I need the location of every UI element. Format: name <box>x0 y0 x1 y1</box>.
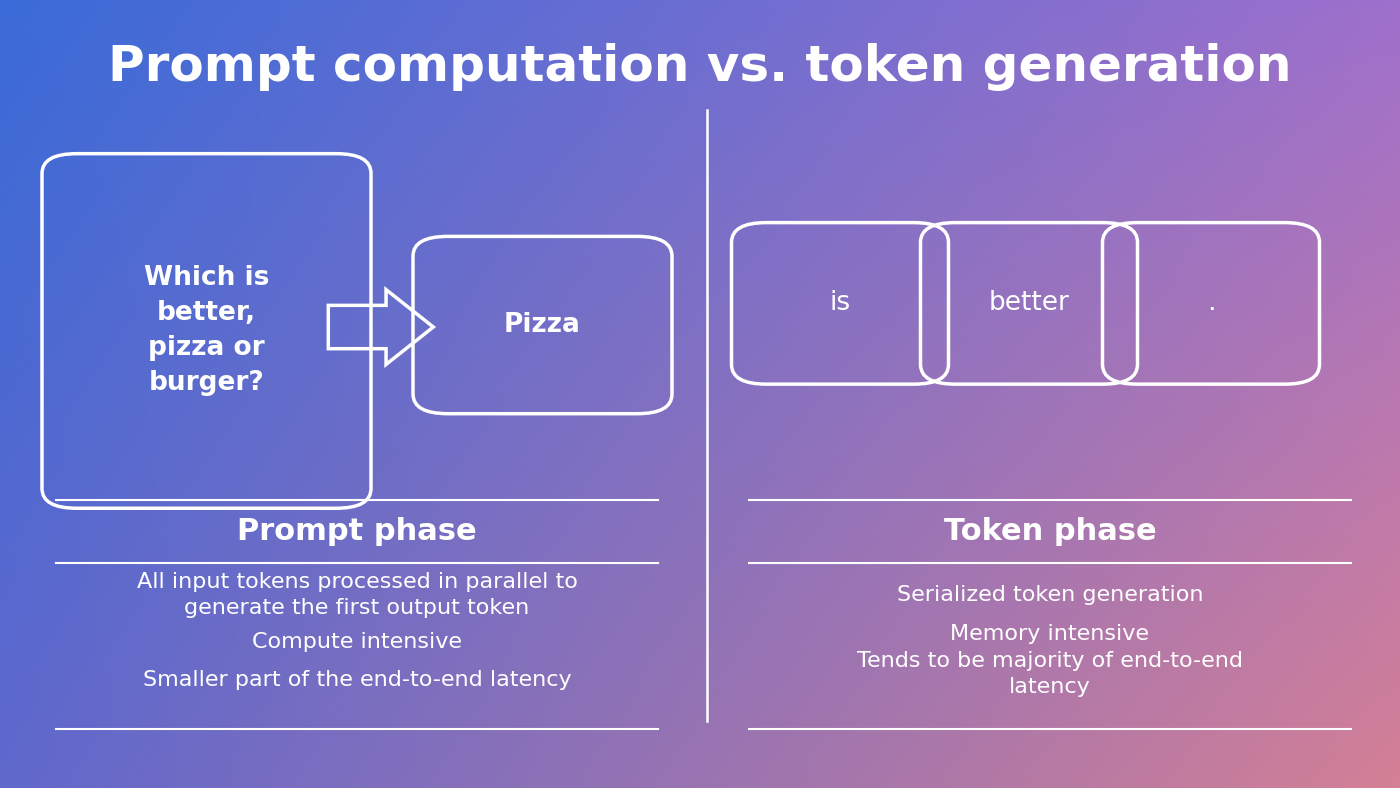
Text: Compute intensive: Compute intensive <box>252 632 462 652</box>
Text: Memory intensive: Memory intensive <box>951 624 1149 645</box>
Text: Tends to be majority of end-to-end
latency: Tends to be majority of end-to-end laten… <box>857 651 1243 697</box>
Text: All input tokens processed in parallel to
generate the first output token: All input tokens processed in parallel t… <box>137 572 577 618</box>
Text: Smaller part of the end-to-end latency: Smaller part of the end-to-end latency <box>143 670 571 690</box>
Text: .: . <box>1207 291 1215 316</box>
Text: Pizza: Pizza <box>504 312 581 338</box>
Text: Prompt computation vs. token generation: Prompt computation vs. token generation <box>108 43 1292 91</box>
Text: better: better <box>988 291 1070 316</box>
Text: Token phase: Token phase <box>944 518 1156 546</box>
Text: Prompt phase: Prompt phase <box>237 518 477 546</box>
Text: Which is
better,
pizza or
burger?: Which is better, pizza or burger? <box>144 266 269 396</box>
Text: Serialized token generation: Serialized token generation <box>897 585 1203 605</box>
Text: is: is <box>829 291 851 316</box>
